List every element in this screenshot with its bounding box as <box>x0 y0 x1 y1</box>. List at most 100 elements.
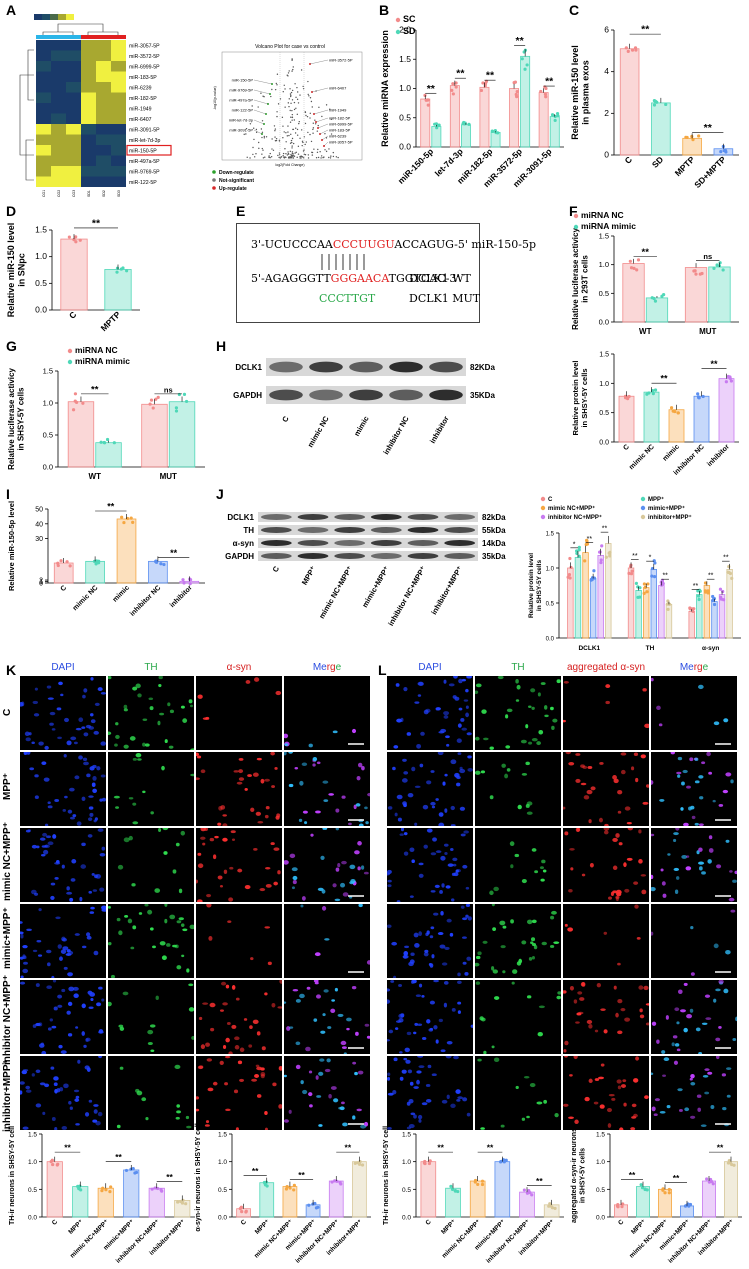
data-point <box>68 564 72 568</box>
cell-spot <box>401 1069 407 1074</box>
fluorescence-image <box>108 980 194 1054</box>
volcano-point <box>257 141 260 144</box>
y-tick-label: 0.0 <box>402 1215 411 1222</box>
blot-band <box>269 361 303 373</box>
heatmap-cell <box>81 166 96 177</box>
data-point <box>148 402 152 406</box>
cell-spot <box>667 853 671 856</box>
cell-spot <box>118 930 123 936</box>
cell-spot <box>542 869 547 873</box>
volcano-point <box>274 140 277 142</box>
fluorescence-image <box>475 980 561 1054</box>
cell-spot <box>136 1090 143 1096</box>
cell-spot <box>417 1114 423 1120</box>
data-point <box>703 589 708 593</box>
volcano-point <box>310 140 313 143</box>
cell-spot <box>264 1127 268 1130</box>
cell-spot <box>93 1109 98 1114</box>
cell-spot <box>403 832 408 836</box>
y-tick-label: 0.0 <box>596 1215 605 1222</box>
cell-spot <box>418 873 424 878</box>
volcano-point <box>274 136 276 138</box>
y-axis-label: in SHSY-5Y cells <box>580 1148 587 1203</box>
cell-spot <box>159 712 165 716</box>
fluorescence-image <box>108 828 194 902</box>
volcano-point <box>249 157 251 159</box>
cell-spot <box>99 798 103 802</box>
sig-mark: ** <box>166 1172 173 1182</box>
cell-spot <box>728 897 735 902</box>
cell-spot <box>196 755 202 759</box>
cell-spot <box>58 681 63 686</box>
volcano-point <box>292 128 294 131</box>
data-point <box>652 103 657 107</box>
cell-spot <box>651 874 654 880</box>
cell-spot <box>219 1060 224 1065</box>
x-tick-label: mimic <box>112 584 131 603</box>
data-point <box>691 137 695 142</box>
mirna-seq-post: ACCAGUG-5' miR-150-5p <box>394 238 537 251</box>
cell-spot <box>67 809 73 814</box>
cell-spot <box>445 735 450 739</box>
cell-spot <box>725 949 731 955</box>
panel-label-f: F <box>569 203 578 219</box>
cell-spot <box>52 834 57 839</box>
cell-spot <box>618 842 623 846</box>
data-point <box>149 398 154 402</box>
cell-spot <box>351 985 357 990</box>
cell-spot <box>690 1115 696 1119</box>
volcano-point <box>264 156 266 158</box>
cell-spot <box>576 828 581 832</box>
cell-spot <box>423 709 429 715</box>
y-tick-label: 0.0 <box>35 305 47 315</box>
volcano-point <box>291 147 293 149</box>
cell-spot <box>355 803 361 807</box>
legend-label: miRNA mimic <box>581 221 636 231</box>
cell-spot <box>708 771 713 775</box>
cell-spot <box>142 742 146 747</box>
cell-spot <box>328 1093 332 1099</box>
cell-spot <box>35 1069 41 1074</box>
cell-spot <box>443 711 450 716</box>
volcano-point <box>290 154 292 156</box>
cell-spot <box>97 828 104 832</box>
cell-spot <box>502 970 506 974</box>
cell-spot <box>550 945 555 948</box>
cell-spot <box>525 761 530 766</box>
cell-spot <box>318 1124 323 1127</box>
heatmap-cell <box>51 40 66 51</box>
volcano-point <box>253 138 255 141</box>
cell-spot <box>288 752 294 754</box>
bar <box>449 85 460 148</box>
cell-spot <box>138 912 143 915</box>
cell-spot <box>461 727 468 731</box>
volcano-point <box>335 156 338 158</box>
cell-spot <box>172 944 178 948</box>
cell-spot <box>203 828 209 831</box>
heatmap-cell <box>51 71 66 82</box>
data-point <box>698 272 702 276</box>
cell-spot <box>355 1031 359 1036</box>
cell-spot <box>414 701 420 704</box>
cell-spot <box>500 945 506 949</box>
bar <box>688 611 695 639</box>
volcano-point <box>304 122 307 125</box>
volcano-point <box>271 88 273 91</box>
volcano-point <box>278 156 280 159</box>
cell-spot <box>606 1108 612 1113</box>
data-point <box>55 1163 59 1167</box>
volcano-point <box>309 117 311 119</box>
y-axis-label: Relative miRNA expression <box>380 30 390 147</box>
cell-spot <box>459 806 466 811</box>
cell-spot <box>351 728 357 734</box>
image-col-label: aggregated α-syn <box>566 662 646 673</box>
volcano-point <box>312 128 314 131</box>
cell-spot <box>206 904 212 908</box>
y-axis-label: in plasma exos <box>581 60 591 125</box>
cell-spot <box>302 810 308 814</box>
bar <box>574 557 582 639</box>
cell-spot <box>573 999 578 1004</box>
heatmap-row-label: miR-6239 <box>129 86 152 92</box>
cell-spot <box>20 981 26 985</box>
cell-spot <box>252 1019 259 1024</box>
